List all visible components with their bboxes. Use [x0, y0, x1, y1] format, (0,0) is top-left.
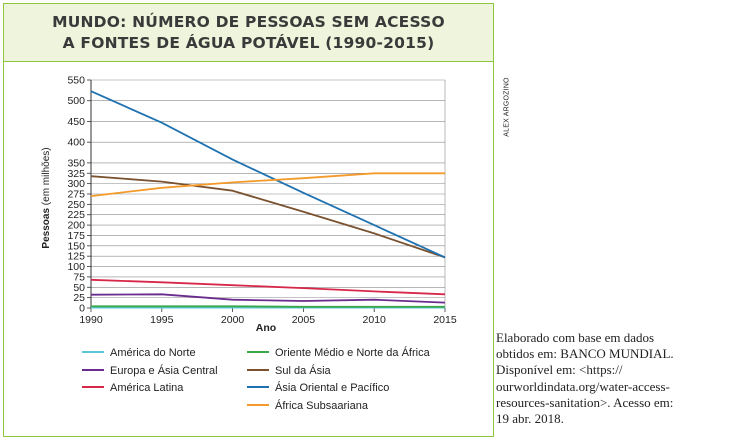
- source-line: resources-sanitation>. Acesso em:: [496, 394, 674, 410]
- y-axis-label-unit: (em milhões): [41, 147, 52, 205]
- photo-credit: ALEX ARGOZINO: [500, 62, 514, 152]
- y-tick-label: 325: [67, 168, 85, 180]
- x-tick-label: 2015: [433, 314, 457, 326]
- source-line: Elaborado com base em dados: [496, 330, 655, 345]
- y-tick-label: 250: [67, 199, 85, 211]
- y-tick-label: 500: [67, 95, 85, 107]
- title-line-1: MUNDO: NÚMERO DE PESSOAS SEM ACESSO: [52, 12, 445, 31]
- legend-label-7: África Subsaariana: [275, 399, 369, 412]
- legend-label-6: Ásia Oriental e Pacífico: [275, 381, 389, 394]
- x-tick-label: 2000: [221, 314, 245, 326]
- series-line-6: [90, 90, 446, 259]
- source-line: 19 abr. 2018.: [496, 411, 564, 427]
- y-tick-label: 300: [67, 178, 85, 190]
- series-line-7: [90, 172, 445, 197]
- y-tick-label: 100: [67, 261, 85, 273]
- legend-label-1: América do Norte: [110, 347, 196, 359]
- x-tick-label: 2005: [292, 314, 316, 326]
- credit-text: ALEX ARGOZINO: [503, 77, 511, 137]
- legend-label-2: Oriente Médio e Norte da África: [275, 346, 431, 359]
- y-tick-label: 25: [73, 292, 85, 304]
- y-tick-label: 450: [67, 116, 85, 128]
- y-tick-label: 350: [67, 157, 85, 169]
- y-axis-label-main: Pessoas: [41, 205, 52, 248]
- x-tick-label: 2010: [363, 314, 387, 326]
- source-line: Disponível em: <https://: [496, 362, 623, 378]
- y-axis-label: Pessoas (em milhões): [41, 147, 52, 248]
- series-line-2: [91, 305, 445, 308]
- legend-label-5: América Latina: [110, 382, 184, 394]
- legend-label-3: Europa e Ásia Central: [110, 364, 218, 377]
- y-tick-label: 275: [67, 189, 85, 201]
- y-tick-label: 50: [73, 282, 85, 294]
- title-line-2: A FONTES DE ÁGUA POTÁVEL (1990-2015): [62, 33, 435, 52]
- chart-frame: MUNDO: NÚMERO DE PESSOAS SEM ACESSO A FO…: [3, 3, 494, 437]
- series-line-3: [90, 293, 446, 304]
- series-line-4: [90, 175, 446, 259]
- chart-title: MUNDO: NÚMERO DE PESSOAS SEM ACESSO A FO…: [4, 4, 493, 62]
- y-tick-label: 225: [67, 209, 85, 221]
- source-line: ourworldindata.org/water-access-: [496, 378, 670, 394]
- y-tick-label: 150: [67, 240, 85, 252]
- series-line-5: [90, 278, 446, 296]
- x-axis-label: Ano: [256, 322, 276, 334]
- x-tick-label: 1995: [150, 314, 174, 326]
- x-tick-label: 1990: [79, 314, 103, 326]
- y-tick-label: 200: [67, 220, 85, 232]
- y-tick-label: 0: [79, 303, 85, 315]
- source-line: obtidos em: BANCO MUNDIAL.: [496, 346, 674, 362]
- legend-label-4: Sul da Ásia: [275, 364, 332, 377]
- source-note: Elaborado com base em dados obtidos em: …: [496, 330, 731, 427]
- y-tick-label: 175: [67, 230, 85, 242]
- y-tick-label: 400: [67, 137, 85, 149]
- y-tick-label: 75: [73, 271, 85, 283]
- y-tick-label: 550: [67, 75, 85, 87]
- y-tick-label: 125: [67, 251, 85, 263]
